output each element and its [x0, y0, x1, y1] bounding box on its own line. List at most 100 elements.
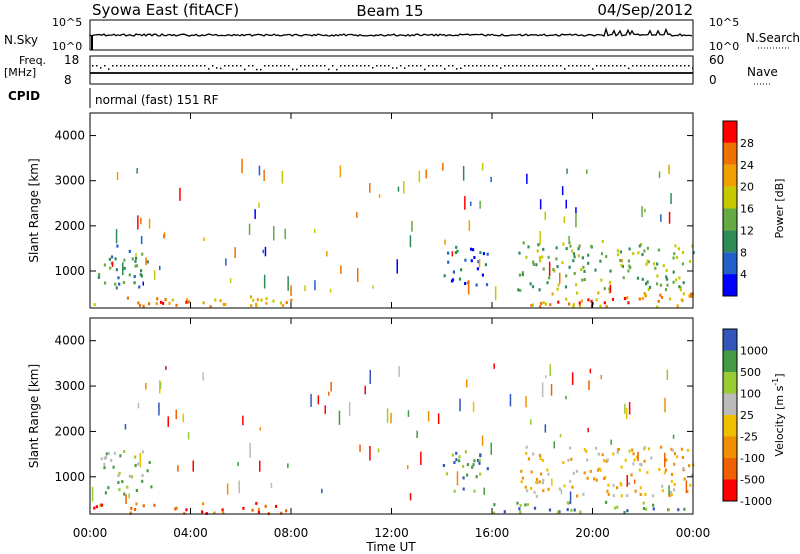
- echo-cell: [466, 473, 469, 477]
- echo-cell: [263, 169, 265, 181]
- echo-cell: [632, 452, 635, 456]
- echo-cell: [548, 276, 551, 280]
- echo-cell: [187, 431, 190, 440]
- y-tick-label: 2000: [54, 219, 85, 233]
- echo-cell: [681, 262, 684, 266]
- echo-cell: [476, 267, 479, 271]
- echo-cell: [646, 246, 649, 250]
- echo-cell: [407, 410, 410, 417]
- echo-cell: [479, 472, 482, 476]
- echo-cell: [264, 504, 267, 508]
- echo-cell: [137, 301, 140, 305]
- echo-cell: [624, 458, 627, 462]
- echo-cell: [603, 459, 606, 463]
- echo-cell: [310, 393, 312, 407]
- echo-cell: [681, 251, 685, 254]
- echo-cell: [686, 448, 690, 452]
- echo-cell: [118, 488, 121, 492]
- echo-cell: [634, 489, 637, 493]
- echo-cell: [671, 448, 674, 452]
- echo-cell: [582, 492, 585, 496]
- echo-cell: [644, 208, 646, 213]
- echo-cell: [464, 196, 466, 210]
- echo-cell: [313, 228, 316, 234]
- nave-dot: [232, 65, 234, 67]
- nave-dot: [512, 65, 514, 67]
- colorbar-tick-label: 20: [740, 181, 754, 194]
- nave-dot: [624, 65, 626, 67]
- colorbar-swatch: [723, 164, 737, 187]
- nave-dot: [668, 65, 670, 67]
- echo-cell: [675, 256, 679, 259]
- echo-cell: [314, 280, 316, 291]
- nave-dot: [312, 65, 314, 67]
- power-colorbar: 4 8 12 16 20 24 28 Power [dB]: [722, 120, 786, 297]
- echo-cell: [691, 473, 694, 477]
- nave-dot: [576, 65, 578, 67]
- echo-cell: [583, 471, 586, 475]
- echo-cell: [530, 419, 532, 425]
- echo-cell: [586, 169, 588, 174]
- echo-cell: [628, 247, 631, 251]
- echo-cell: [159, 381, 162, 389]
- echo-cell: [281, 170, 284, 184]
- echo-cell: [580, 268, 583, 271]
- echo-cell: [643, 292, 646, 295]
- freq-panel-frame: [89, 55, 694, 85]
- echo-cell: [583, 448, 586, 452]
- echo-cell: [123, 258, 126, 262]
- echo-cell: [636, 276, 640, 280]
- echo-cell: [113, 451, 116, 455]
- y-axis-title: Slant Range [km]: [27, 364, 41, 468]
- echo-cell: [621, 259, 623, 263]
- echo-cell: [571, 249, 574, 253]
- y-tick-label: 4000: [54, 334, 85, 348]
- echo-cell: [442, 162, 444, 171]
- echo-cell: [659, 293, 662, 297]
- nave-dot: [636, 65, 638, 67]
- echo-cell: [518, 507, 521, 511]
- echo-cell: [561, 261, 564, 265]
- echo-cell: [420, 451, 422, 465]
- echo-cell: [340, 265, 342, 274]
- echo-cell: [159, 265, 161, 271]
- nave-dot: [564, 68, 566, 70]
- nave-tick-bottom: 0: [709, 73, 717, 87]
- freq-unit: [MHz]: [4, 66, 36, 79]
- echo-cell: [119, 454, 122, 458]
- echo-cell: [550, 384, 553, 396]
- power-panel: 1000 2000 3000 4000 Slant Range [km]: [27, 112, 695, 309]
- echo-cell: [658, 171, 661, 178]
- echo-cell: [519, 288, 522, 292]
- echo-cell: [690, 294, 693, 298]
- echo-cell: [581, 278, 584, 282]
- nave-dot: [132, 65, 134, 67]
- echo-cell: [138, 285, 141, 289]
- nave-dot: [376, 65, 378, 67]
- echo-cell: [578, 301, 581, 305]
- echo-cell: [425, 169, 427, 179]
- echo-cell: [105, 452, 108, 456]
- echo-cell: [608, 287, 611, 291]
- echo-cell: [128, 273, 131, 277]
- nave-dot: [496, 65, 498, 67]
- nave-dot: [324, 65, 326, 67]
- echo-cell: [680, 298, 683, 302]
- echo-cell: [525, 451, 528, 455]
- nave-dot: [528, 65, 530, 67]
- nave-dot: [456, 68, 458, 70]
- echo-cell: [135, 489, 138, 492]
- echo-cell: [369, 446, 371, 461]
- echo-cell: [290, 285, 292, 296]
- echo-cell: [272, 299, 275, 303]
- echo-cell: [616, 505, 619, 509]
- echo-cell: [616, 249, 619, 253]
- echo-cell: [145, 382, 147, 390]
- echo-cell: [587, 261, 590, 265]
- echo-cell: [225, 258, 227, 266]
- echo-cell: [673, 452, 676, 456]
- echo-cell: [100, 503, 104, 507]
- echo-cell: [578, 244, 581, 248]
- nave-dot: [124, 65, 126, 67]
- echo-cell: [638, 244, 641, 248]
